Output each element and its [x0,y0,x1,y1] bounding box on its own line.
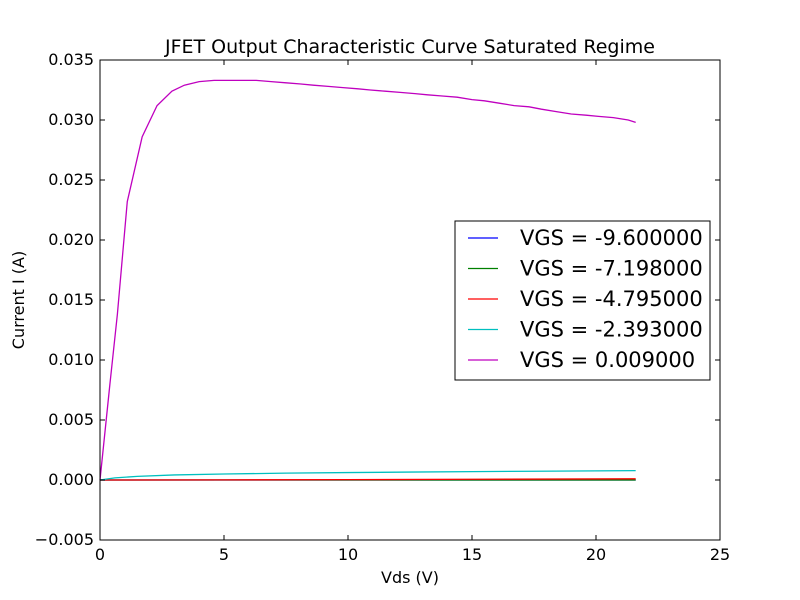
legend-box [454,220,711,381]
x-tick-label: 25 [710,545,730,564]
x-axis-label: Vds (V) [381,568,439,587]
legend-label-4: VGS = 0.009000 [520,348,695,372]
x-tick-label: 10 [338,545,358,564]
series-line-3 [99,469,636,481]
x-tick-label: 5 [219,545,229,564]
legend-label-0: VGS = -9.600000 [520,226,703,250]
y-tick-label: 0.015 [48,290,94,309]
legend-items: VGS = -9.600000 VGS = -7.198000 VGS = -4.7… [468,226,703,372]
legend-label-3: VGS = -2.393000 [520,318,703,342]
y-tick-label: 0.020 [48,230,94,249]
series-layer [99,79,636,481]
y-axis-ticks: −0.005 0.000 0.005 0.010 0.015 0.020 0.025 0.03… [35,50,720,549]
y-axis-label: Current I (A) [9,251,28,349]
y-tick-label: 0.010 [48,350,94,369]
legend-label-2: VGS = -4.795000 [520,287,703,311]
y-tick-label: −0.005 [35,530,94,549]
series-line-2 [99,478,636,481]
chart-title: JFET Output Characteristic Curve Saturat… [164,36,655,58]
x-axis-ticks: 0 5 10 15 20 25 [95,60,730,564]
series-line-4 [99,79,636,481]
y-tick-label: 0.035 [48,50,94,69]
x-tick-label: 20 [586,545,606,564]
legend: VGS = -9.600000 VGS = -7.198000 VGS = -4.7… [454,220,711,381]
legend-label-1: VGS = -7.198000 [520,257,703,281]
x-tick-label: 15 [462,545,482,564]
y-tick-label: 0.025 [48,170,94,189]
y-tick-label: 0.030 [48,110,94,129]
y-tick-label: 0.000 [48,470,94,489]
x-tick-label: 0 [95,545,105,564]
y-tick-label: 0.005 [48,410,94,429]
